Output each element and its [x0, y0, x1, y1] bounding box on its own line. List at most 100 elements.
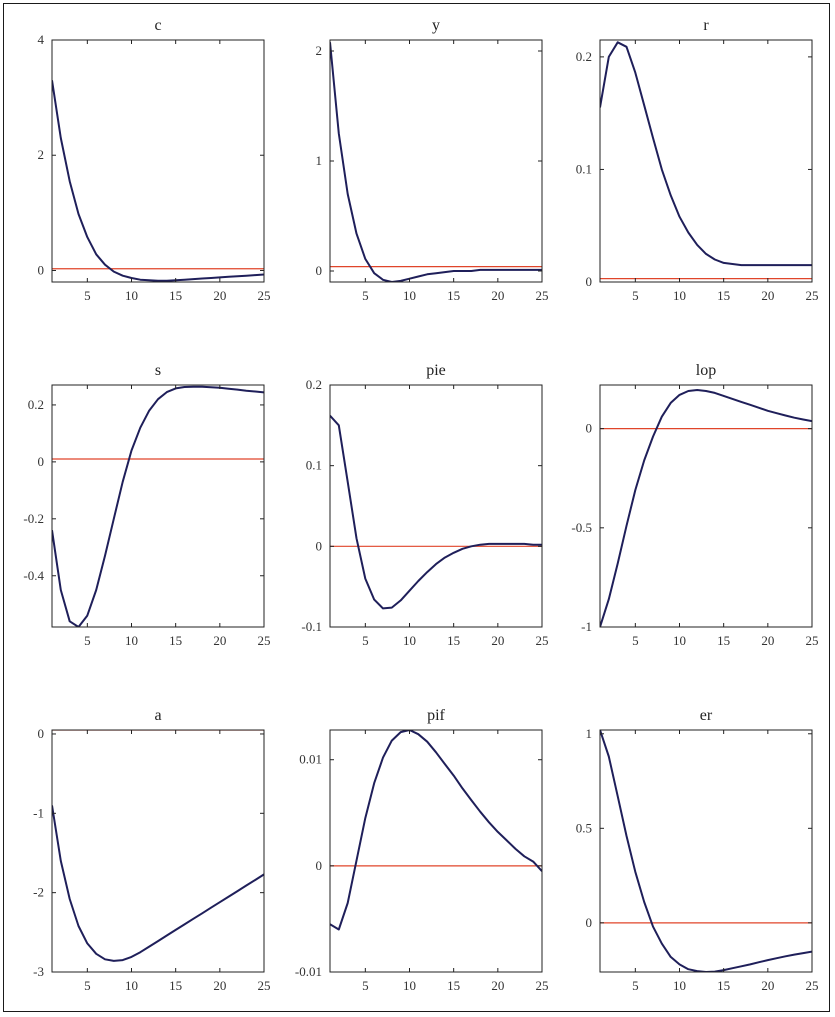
- response-line-c: [52, 80, 264, 282]
- figure-frame: [3, 3, 830, 1012]
- panel-title-r: r: [703, 17, 709, 34]
- x-tick-label: 10: [125, 633, 138, 648]
- axes-box-pif: [329, 729, 543, 973]
- x-tick-label: 10: [673, 633, 686, 648]
- x-tick-label: 20: [213, 288, 226, 303]
- x-tick-label: 15: [169, 633, 182, 648]
- x-tick-label: 5: [632, 288, 639, 303]
- y-tick-label: 0: [38, 262, 45, 277]
- y-tick-label: 0.1: [306, 458, 322, 473]
- x-tick-label: 10: [673, 978, 686, 993]
- response-line-er: [600, 730, 812, 972]
- x-tick-label: 5: [84, 978, 91, 993]
- response-line-r: [600, 41, 812, 267]
- x-tick-label: 20: [491, 288, 504, 303]
- x-tick-label: 5: [632, 978, 639, 993]
- y-tick-label: 0: [38, 726, 45, 741]
- x-tick-label: 15: [447, 978, 460, 993]
- axes-box-pie: [329, 384, 543, 628]
- response-line-lop: [600, 389, 812, 627]
- x-tick-label: 10: [125, 978, 138, 993]
- y-tick-label: 2: [38, 147, 45, 162]
- panel-er: er 5 10 15 20 25 0 0.5 1: [576, 707, 819, 993]
- response-line-pif: [330, 730, 542, 931]
- x-tick-label: 25: [536, 633, 549, 648]
- y-tick-label: -0.4: [23, 568, 44, 583]
- x-tick-label: 20: [213, 633, 226, 648]
- y-tick-label: -0.01: [295, 964, 322, 979]
- axes-box-c: [51, 39, 265, 283]
- panel-y: y 5 10 15 20 25 0 1 2: [316, 17, 549, 303]
- y-tick-label: 4: [38, 32, 45, 47]
- x-tick-label: 15: [717, 978, 730, 993]
- x-tick-label: 15: [717, 633, 730, 648]
- x-tick-label: 5: [362, 978, 369, 993]
- panel-title-pif: pif: [427, 707, 445, 724]
- x-tick-label: 25: [258, 288, 271, 303]
- axes-box-er: [599, 729, 813, 973]
- y-tick-label: 0.1: [576, 161, 592, 176]
- x-tick-label: 15: [169, 978, 182, 993]
- panel-c: c 5 10 15 20 25 0 2 4: [38, 17, 271, 303]
- y-tick-label: -1: [581, 619, 592, 634]
- y-tick-label: 0.2: [576, 49, 592, 64]
- x-tick-label: 10: [403, 978, 416, 993]
- y-tick-label: -0.2: [23, 511, 44, 526]
- panel-title-a: a: [154, 707, 161, 724]
- axes-box-lop: [599, 384, 813, 628]
- x-tick-label: 25: [806, 978, 819, 993]
- y-tick-label: -2: [33, 885, 44, 900]
- x-tick-label: 25: [536, 978, 549, 993]
- panel-title-pie: pie: [426, 362, 446, 379]
- panel-s: s 5 10 15 20 25 -0.4 -0.2 0 0.2: [23, 362, 270, 648]
- y-tick-label: 0: [586, 274, 593, 289]
- x-tick-label: 20: [761, 288, 774, 303]
- panel-pif: pif 5 10 15 20 25 -0.01 0 0.01: [295, 707, 549, 993]
- x-tick-label: 20: [761, 633, 774, 648]
- x-tick-label: 15: [447, 288, 460, 303]
- x-tick-label: 25: [806, 288, 819, 303]
- y-tick-label: -3: [33, 964, 44, 979]
- panel-r: r 5 10 15 20 25 0 0.1 0.2: [576, 17, 819, 303]
- y-tick-label: 0.2: [306, 377, 322, 392]
- response-line-y: [330, 42, 542, 282]
- y-tick-label: 0: [316, 538, 323, 553]
- panel-title-c: c: [154, 17, 161, 34]
- response-line-s: [52, 385, 264, 627]
- y-tick-label: 1: [586, 726, 593, 741]
- y-tick-label: 0: [38, 454, 45, 469]
- y-tick-label: 0: [316, 858, 323, 873]
- panel-title-er: er: [700, 707, 713, 724]
- x-tick-label: 25: [806, 633, 819, 648]
- y-tick-label: 0: [586, 421, 593, 436]
- axes-box-s: [51, 384, 265, 628]
- y-tick-label: 0.5: [576, 820, 592, 835]
- panel-title-lop: lop: [696, 362, 716, 379]
- y-tick-label: 0: [586, 915, 593, 930]
- x-tick-label: 5: [84, 288, 91, 303]
- panel-pie: pie 5 10 15 20 25 -0.1 0 0.1 0.2: [301, 362, 548, 648]
- y-tick-label: -1: [33, 805, 44, 820]
- x-tick-label: 15: [447, 633, 460, 648]
- y-tick-label: 1: [316, 153, 323, 168]
- y-tick-label: 2: [316, 43, 323, 58]
- x-tick-label: 10: [125, 288, 138, 303]
- x-tick-label: 20: [761, 978, 774, 993]
- x-tick-label: 25: [258, 633, 271, 648]
- panel-a: a 5 10 15 20 25 -3 -2 -1 0: [33, 707, 270, 993]
- panel-title-y: y: [432, 17, 440, 34]
- x-tick-label: 5: [362, 288, 369, 303]
- response-line-pie: [330, 415, 542, 610]
- panel-lop: lop 5 10 15 20 25 -1 -0.5 0: [571, 362, 818, 648]
- axes-box-a: [51, 729, 265, 973]
- axes-box-y: [329, 39, 543, 283]
- x-tick-label: 10: [673, 288, 686, 303]
- x-tick-label: 10: [403, 633, 416, 648]
- x-tick-label: 5: [632, 633, 639, 648]
- x-tick-label: 5: [84, 633, 91, 648]
- response-line-a: [52, 805, 264, 962]
- x-tick-label: 15: [717, 288, 730, 303]
- y-tick-label: 0.2: [28, 397, 44, 412]
- x-tick-label: 20: [491, 633, 504, 648]
